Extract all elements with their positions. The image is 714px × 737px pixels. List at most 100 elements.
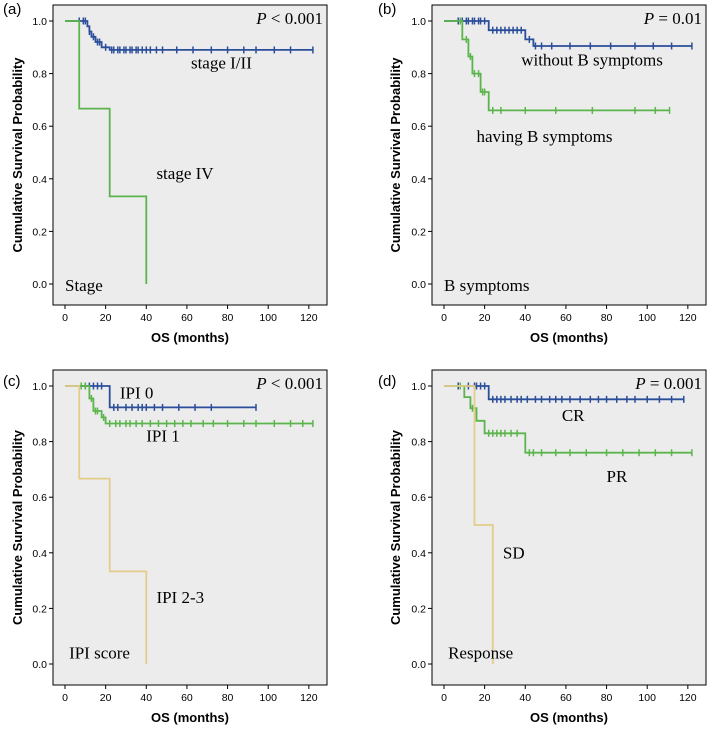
panel-letter: (b) bbox=[378, 1, 396, 18]
x-axis-label: OS (months) bbox=[530, 710, 608, 725]
y-tick-label: 0.0 bbox=[411, 279, 426, 291]
series-annotation: without B symptoms bbox=[521, 51, 663, 70]
x-tick-label: 20 bbox=[479, 312, 491, 324]
x-tick-label: 0 bbox=[62, 312, 68, 324]
x-tick-label: 60 bbox=[181, 312, 193, 324]
p-value-text: < 0.001 bbox=[267, 374, 323, 393]
x-axis-label: OS (months) bbox=[151, 330, 229, 345]
x-tick-label: 120 bbox=[300, 312, 318, 324]
survival-curve bbox=[65, 385, 148, 664]
y-tick-label: 0.8 bbox=[411, 69, 426, 81]
survival-curve bbox=[65, 20, 148, 284]
y-tick-label: 0.6 bbox=[32, 121, 47, 133]
y-tick-label: 0.8 bbox=[32, 69, 47, 81]
x-tick-label: 100 bbox=[638, 312, 656, 324]
y-axis-label: Cumulative Survival Probability bbox=[10, 429, 25, 625]
series-ipi-1 bbox=[65, 382, 314, 428]
series-annotation: IPI 1 bbox=[146, 427, 180, 446]
series-annotation: Response bbox=[448, 643, 513, 662]
panel-letter: (c) bbox=[3, 373, 21, 390]
survival-curve bbox=[444, 385, 692, 454]
series-sd bbox=[444, 385, 494, 664]
p-value-symbol: P bbox=[255, 374, 266, 393]
series-annotation: IPI 0 bbox=[120, 384, 154, 403]
plot-area bbox=[52, 369, 328, 686]
y-tick-label: 1.0 bbox=[32, 381, 47, 393]
x-tick-label: 80 bbox=[601, 692, 613, 704]
series-annotation: IPI score bbox=[69, 643, 130, 662]
x-tick-label: 100 bbox=[259, 692, 277, 704]
y-tick-label: 0.0 bbox=[411, 659, 426, 671]
series-pr bbox=[444, 382, 693, 457]
series-ipi-2-3 bbox=[65, 385, 148, 664]
x-tick-label: 40 bbox=[140, 312, 152, 324]
x-tick-label: 20 bbox=[479, 692, 491, 704]
series-annotation: stage I/II bbox=[191, 53, 252, 72]
plot-area bbox=[431, 4, 707, 306]
y-tick-label: 0.0 bbox=[32, 279, 47, 291]
x-tick-label: 60 bbox=[560, 312, 572, 324]
x-tick-label: 80 bbox=[222, 312, 234, 324]
x-tick-label: 0 bbox=[62, 692, 68, 704]
p-value: P < 0.001 bbox=[255, 9, 323, 28]
x-tick-label: 40 bbox=[140, 692, 152, 704]
y-tick-label: 0.4 bbox=[32, 174, 47, 186]
x-tick-label: 60 bbox=[181, 692, 193, 704]
p-value: P = 0.01 bbox=[643, 9, 702, 28]
y-tick-label: 0.4 bbox=[411, 174, 426, 186]
y-axis-label: Cumulative Survival Probability bbox=[10, 57, 25, 253]
x-axis-label: OS (months) bbox=[151, 710, 229, 725]
series-stage-iv bbox=[65, 20, 148, 284]
y-tick-label: 0.8 bbox=[32, 437, 47, 449]
p-value: P < 0.001 bbox=[255, 374, 323, 393]
y-tick-label: 0.8 bbox=[411, 437, 426, 449]
x-tick-label: 100 bbox=[638, 692, 656, 704]
y-tick-label: 0.4 bbox=[32, 548, 47, 560]
series-annotation: SD bbox=[503, 543, 525, 562]
group-label: B symptoms bbox=[444, 276, 530, 295]
series-having-b-symptoms bbox=[444, 17, 671, 114]
y-tick-label: 0.2 bbox=[411, 226, 426, 238]
y-tick-label: 1.0 bbox=[411, 381, 426, 393]
p-value-text: < 0.001 bbox=[267, 9, 323, 28]
x-tick-label: 40 bbox=[519, 312, 531, 324]
survival-curve bbox=[444, 20, 670, 112]
series-annotation: CR bbox=[562, 406, 585, 425]
p-value: P = 0.001 bbox=[634, 374, 702, 393]
p-value-text: = 0.001 bbox=[646, 374, 702, 393]
survival-curve bbox=[444, 385, 494, 664]
panel-1: (a) 0.0 0.2 0.4 0.6 0.8 1.0 0 20 40 60 80 100 120 OS (… bbox=[3, 1, 328, 345]
panel-3: (c) 0.0 0.2 0.4 0.6 0.8 1.0 0 20 40 60 80 100 120 OS (… bbox=[3, 369, 328, 725]
y-tick-label: 1.0 bbox=[411, 16, 426, 28]
x-tick-label: 80 bbox=[222, 692, 234, 704]
y-axis-label: Cumulative Survival Probability bbox=[388, 429, 403, 625]
x-tick-label: 20 bbox=[100, 692, 112, 704]
y-tick-label: 0.2 bbox=[32, 226, 47, 238]
x-tick-label: 0 bbox=[441, 312, 447, 324]
series-stage-i-ii bbox=[65, 17, 314, 54]
y-tick-label: 1.0 bbox=[32, 16, 47, 28]
y-tick-label: 0.2 bbox=[411, 603, 426, 615]
x-tick-label: 120 bbox=[679, 692, 697, 704]
series-annotation: PR bbox=[607, 467, 628, 486]
x-tick-label: 0 bbox=[441, 692, 447, 704]
p-value-text: = 0.01 bbox=[654, 9, 702, 28]
x-tick-label: 120 bbox=[679, 312, 697, 324]
x-axis-label: OS (months) bbox=[530, 330, 608, 345]
x-tick-label: 100 bbox=[259, 312, 277, 324]
group-label: Stage bbox=[65, 276, 103, 295]
plot-area bbox=[52, 4, 328, 306]
p-value-symbol: P bbox=[643, 9, 654, 28]
series-cr bbox=[444, 382, 685, 403]
y-tick-label: 0.6 bbox=[411, 492, 426, 504]
x-tick-label: 20 bbox=[100, 312, 112, 324]
x-tick-label: 120 bbox=[300, 692, 318, 704]
y-axis-label: Cumulative Survival Probability bbox=[388, 57, 403, 253]
p-value-symbol: P bbox=[255, 9, 266, 28]
plot-area bbox=[431, 369, 707, 686]
panel-letter: (d) bbox=[378, 373, 396, 390]
panel-2: (b) 0.0 0.2 0.4 0.6 0.8 1.0 0 20 40 60 80 100 120 OS (… bbox=[378, 1, 707, 345]
panel-4: (d) 0.0 0.2 0.4 0.6 0.8 1.0 0 20 40 60 80 100 120 OS (… bbox=[378, 369, 707, 725]
y-tick-label: 0.0 bbox=[32, 659, 47, 671]
